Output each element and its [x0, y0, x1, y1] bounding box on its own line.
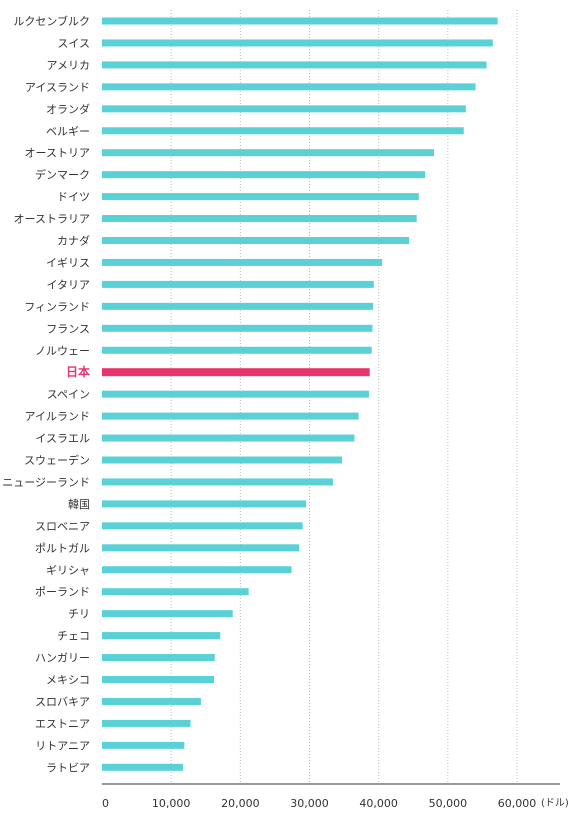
tick-label-0: 0: [102, 797, 109, 810]
tick-label-2: 20,000: [221, 797, 260, 810]
category-label-2: アメリカ: [47, 59, 90, 72]
category-label-30: メキシコ: [46, 674, 90, 687]
category-label-23: スロベニア: [35, 520, 90, 533]
category-label-31: スロバキア: [35, 695, 90, 708]
category-label-3: アイスランド: [25, 81, 90, 94]
category-label-1: スイス: [57, 37, 90, 50]
category-label-14: フランス: [46, 322, 90, 335]
category-label-26: ポーランド: [35, 586, 90, 599]
bar-14: [102, 324, 373, 332]
category-label-4: オランダ: [46, 102, 90, 116]
tick-label-6: 60,000: [498, 797, 537, 810]
bar-24: [102, 544, 300, 552]
bar-18: [102, 412, 359, 420]
bar-21: [102, 478, 334, 486]
category-label-17: スペイン: [47, 388, 90, 401]
bar-25: [102, 566, 292, 574]
bar-23: [102, 522, 303, 530]
x-tick-labels: 0 10,000 20,000 30,000 40,000 50,000 60,000: [102, 797, 536, 810]
category-label-0: ルクセンブルク: [13, 14, 90, 28]
category-label-19: イスラエル: [35, 432, 90, 445]
bar-6: [102, 149, 434, 157]
bar-33: [102, 741, 185, 749]
bar-7: [102, 171, 426, 179]
unit-label: (ドル): [541, 798, 569, 809]
bar-0: [102, 17, 498, 25]
category-label-25: ギリシャ: [46, 564, 90, 577]
category-labels: ルクセンブルクスイスアメリカアイスランドオランダベルギーオーストリアデンマークド…: [2, 14, 90, 774]
category-label-8: ドイツ: [57, 191, 90, 204]
bar-19: [102, 434, 355, 442]
bar-12: [102, 280, 374, 288]
bar-15: [102, 346, 372, 354]
bar-27: [102, 610, 233, 618]
category-label-22: 韓国: [68, 498, 90, 511]
category-label-20: スウェーデン: [24, 453, 90, 467]
bar-28: [102, 632, 221, 640]
bar-1: [102, 39, 493, 47]
bar-30: [102, 676, 215, 683]
category-label-13: フィンランド: [24, 300, 90, 313]
category-label-5: ベルギー: [46, 125, 90, 138]
category-label-24: ポルトガル: [35, 542, 90, 555]
bar-2: [102, 61, 487, 69]
category-label-27: チリ: [68, 608, 90, 621]
bar-11: [102, 258, 383, 266]
category-label-10: カナダ: [57, 234, 90, 248]
bars: [102, 17, 498, 771]
category-label-33: リトアニア: [35, 739, 90, 752]
category-label-18: アイルランド: [25, 410, 90, 423]
category-label-28: チェコ: [57, 630, 90, 643]
category-label-16: 日本: [66, 364, 90, 379]
category-label-34: ラトビア: [46, 761, 90, 774]
tick-label-5: 50,000: [429, 797, 468, 810]
bar-34: [102, 763, 183, 771]
category-label-6: オーストリア: [25, 147, 90, 160]
category-label-7: デンマーク: [35, 168, 90, 182]
category-label-12: イタリア: [46, 278, 90, 291]
bar-29: [102, 654, 215, 662]
bar-16: [102, 368, 370, 377]
category-label-21: ニュージーランド: [2, 476, 90, 489]
category-label-32: エストニア: [35, 717, 90, 730]
bar-17: [102, 390, 369, 398]
tick-label-4: 40,000: [359, 797, 398, 810]
bar-5: [102, 127, 464, 135]
category-label-9: オーストラリア: [14, 213, 90, 226]
bar-26: [102, 588, 249, 596]
bar-22: [102, 500, 307, 508]
bar-20: [102, 456, 343, 464]
bar-8: [102, 193, 419, 201]
category-label-11: イギリス: [46, 256, 90, 269]
tick-label-1: 10,000: [152, 797, 191, 810]
bar-4: [102, 105, 466, 113]
category-label-15: ノルウェー: [35, 344, 90, 357]
bar-3: [102, 83, 476, 91]
tick-label-3: 30,000: [290, 797, 329, 810]
bar-13: [102, 302, 374, 310]
bar-9: [102, 215, 417, 223]
bar-10: [102, 237, 410, 244]
bar-31: [102, 697, 201, 705]
bar-32: [102, 719, 191, 727]
category-label-29: ハンガリー: [35, 652, 90, 665]
